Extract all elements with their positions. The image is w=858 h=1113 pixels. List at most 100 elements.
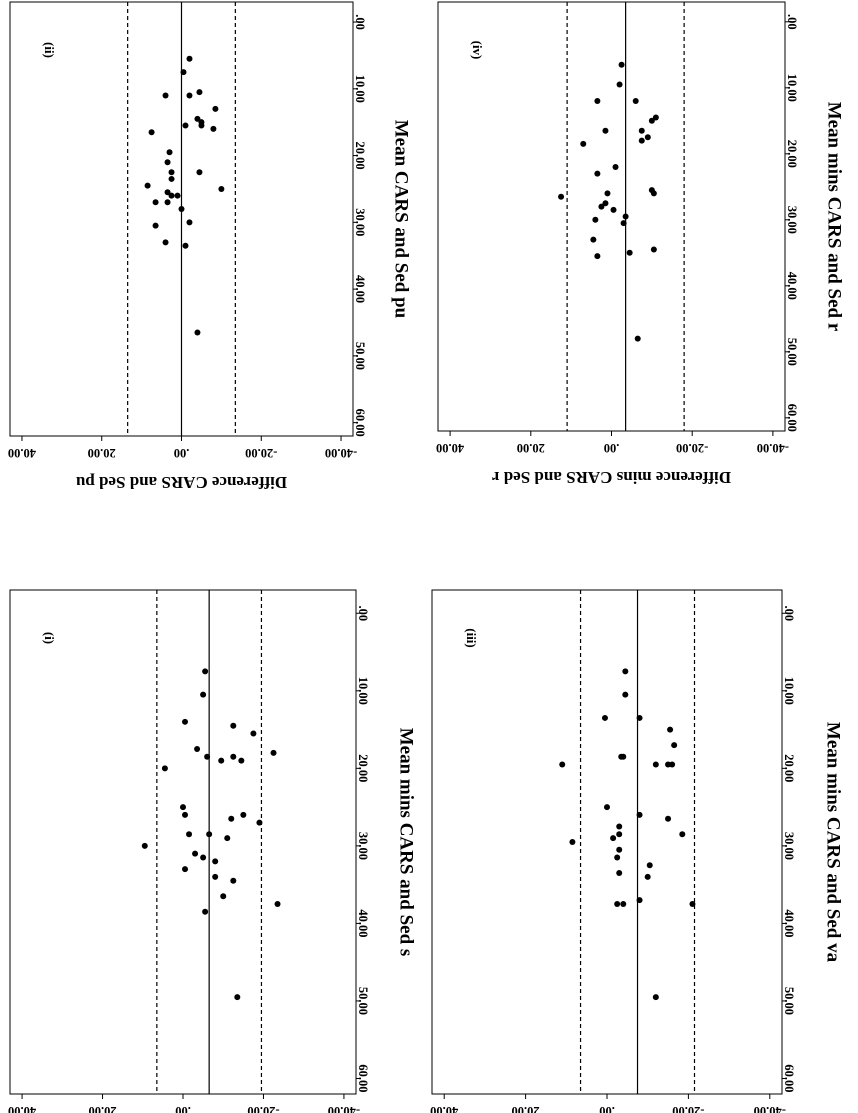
panel-1-point <box>256 819 263 826</box>
panel-3-point <box>559 761 566 768</box>
panel-2: .00 10.00 20.00 30.00 40.00 50.00 60.00 40.00 20… <box>8 1 412 492</box>
panel-1-point <box>182 866 189 873</box>
panel-4-point <box>580 140 587 147</box>
panel-4-x-tick-label: 60.00 <box>785 404 799 432</box>
panel-1-y-tick-label: .00 <box>175 1104 191 1113</box>
panel-3-point <box>636 714 643 721</box>
panel-4-point <box>594 170 601 177</box>
panel-3-x-tick-label: 10.00 <box>782 677 796 705</box>
panel-2-x-tick-label: 20.00 <box>353 142 367 170</box>
panel-3-point <box>616 831 623 838</box>
panel-1-point <box>200 854 207 861</box>
panel-1-x-axis-title: Mean mins CARS and Sed s <box>396 728 417 957</box>
panel-1-x-tick-label: 30.00 <box>356 832 370 860</box>
panel-2-x-tick-label: 50.00 <box>353 342 367 370</box>
panel-2-point <box>164 199 171 206</box>
panel-4-x-tick-label: 10.00 <box>785 74 799 102</box>
panel-2-point <box>164 159 171 166</box>
panel-3-x-tick-label: 30.00 <box>782 832 796 860</box>
panel-2-y-tick-label: 20.00 <box>88 446 116 460</box>
panel-2-y-tick-label: -20.00 <box>245 446 277 460</box>
panel-1-point <box>182 811 189 818</box>
panel-1-y-tick-label: 40.00 <box>8 1104 36 1113</box>
panel-3-point <box>669 761 676 768</box>
panel-1-point <box>182 718 189 725</box>
panel-1-point <box>228 815 235 822</box>
panel-4-point <box>602 200 609 207</box>
panel-3-point <box>604 804 610 811</box>
panel-2-point <box>152 199 159 206</box>
panel-4-x-tick-label: .00 <box>785 14 799 30</box>
panel-3-point <box>614 901 621 908</box>
panel-1-point <box>274 901 281 908</box>
panel-3-point <box>689 901 696 908</box>
panel-1-point <box>161 765 168 772</box>
panel-3-point <box>622 691 629 698</box>
panel-2-x-tick-label: 30.00 <box>353 208 367 236</box>
panel-1-point <box>202 668 209 675</box>
panel-1-point <box>270 749 277 756</box>
panel-4-point <box>592 216 599 223</box>
panel-3-point <box>679 831 686 838</box>
panel-3-point <box>671 742 678 749</box>
panel-2-point <box>166 149 173 156</box>
panel-3-point <box>616 846 623 853</box>
panel-2-point <box>210 125 217 132</box>
panel-2-y-tick-label: 40.00 <box>8 446 36 460</box>
panel-2-point <box>186 92 193 99</box>
panel-4-point <box>648 117 655 124</box>
panel-3-point <box>636 811 643 818</box>
panel-1-point <box>230 877 237 884</box>
panel-3-point <box>652 761 659 768</box>
panel-4-point <box>618 61 625 68</box>
panel-1-y-tick-label: -40.00 <box>328 1104 360 1113</box>
panel-3-x-tick-label: 60.00 <box>782 1064 796 1092</box>
panel-4-x-tick-label: 50.00 <box>785 338 799 366</box>
panel-3-y-tick-label: 40.00 <box>430 1104 458 1113</box>
panel-3-y-tick-label: -20.00 <box>672 1104 704 1113</box>
panel-3-point <box>636 897 643 904</box>
panel-1-x-tick-label: 20.00 <box>356 754 370 782</box>
panel-4-point <box>604 190 611 197</box>
panel-1-x-tick-label: 40.00 <box>356 909 370 937</box>
panel-3-point <box>614 854 621 861</box>
panel-3-point <box>616 823 623 830</box>
panel-2-point <box>164 189 171 196</box>
panel-2-point <box>178 205 185 212</box>
panel-1-point <box>212 858 219 865</box>
panel-3-x-tick-label: 50.00 <box>782 987 796 1015</box>
panel-1-label: (i) <box>42 632 57 644</box>
panel-2-y-axis-title: Difference CARS and Sed pu <box>76 473 287 492</box>
panel-3-x-tick-label: .00 <box>782 605 796 621</box>
panel-4-frame <box>437 1 786 432</box>
panel-4-point <box>612 164 619 170</box>
panel-3-point <box>620 901 627 908</box>
panel-2-x-tick-label: 60.00 <box>353 409 367 437</box>
panel-4-y-axis-title: Difference mins CARS and Sed r <box>492 468 732 487</box>
panel-3-point <box>646 862 653 869</box>
panel-2-point <box>168 192 175 199</box>
panel-2-x-tick-label: 40.00 <box>353 275 367 303</box>
panel-4-point <box>644 134 651 141</box>
panel-1-point <box>220 893 227 900</box>
panel-4-x-tick-label: 40.00 <box>785 272 799 300</box>
panel-1-point <box>224 835 231 842</box>
panel-2-point <box>182 242 189 249</box>
panel-4-point <box>632 98 639 104</box>
panel-4-point <box>590 236 597 243</box>
panel-1: .00 10.00 20.00 30.00 40.00 50.00 60.00 40.00 20… <box>8 589 417 1113</box>
panel-2-point <box>196 169 203 176</box>
panel-4-y-tick-label: 40.00 <box>436 441 464 455</box>
panel-3-point <box>665 815 672 822</box>
panel-3-point <box>616 870 623 877</box>
panel-3-x-tick-label: 20.00 <box>782 754 796 782</box>
panel-1-point <box>194 745 201 752</box>
panel-4-y-tick-label: -20.00 <box>676 441 708 455</box>
panel-4-point <box>638 127 645 134</box>
panel-3-point <box>569 839 576 845</box>
panel-4-point <box>602 127 609 134</box>
panel-2-point <box>194 115 201 122</box>
panel-3-x-tick-label: 40.00 <box>782 909 796 937</box>
panel-2-point <box>198 122 205 129</box>
panel-3-y-tick-label: -40.00 <box>754 1104 786 1113</box>
